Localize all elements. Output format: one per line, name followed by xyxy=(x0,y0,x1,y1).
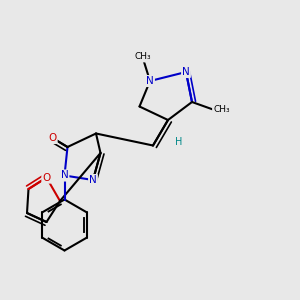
Text: CH₃: CH₃ xyxy=(213,105,230,114)
Text: CH₃: CH₃ xyxy=(134,52,151,62)
Text: O: O xyxy=(42,172,51,183)
Text: O: O xyxy=(48,133,57,143)
Text: N: N xyxy=(146,76,154,86)
Text: N: N xyxy=(182,67,190,77)
Text: N: N xyxy=(61,170,68,181)
Text: N: N xyxy=(89,175,97,185)
Text: H: H xyxy=(175,136,182,147)
